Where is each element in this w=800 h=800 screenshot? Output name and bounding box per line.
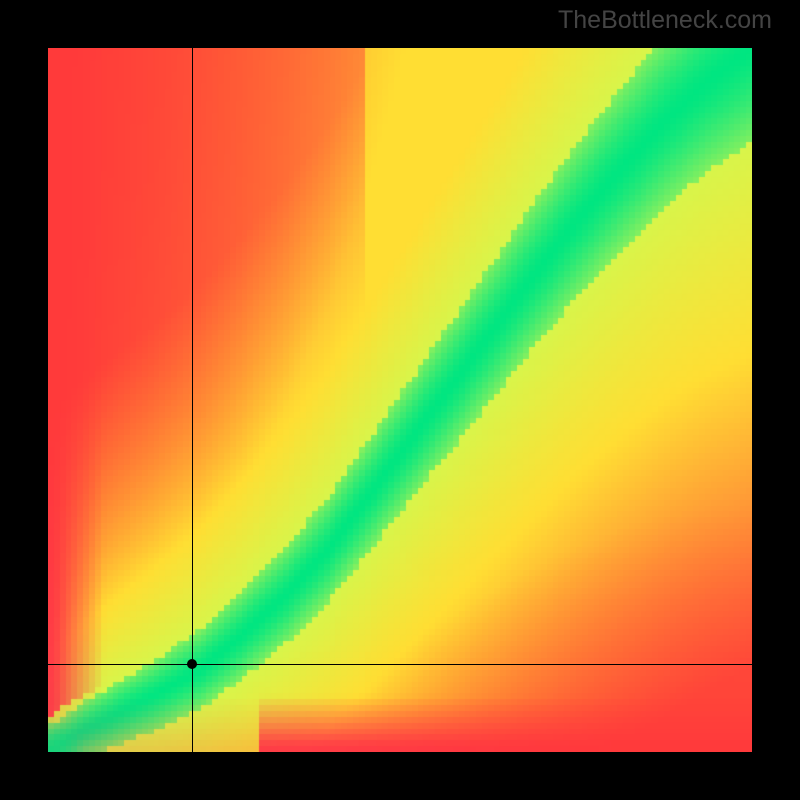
crosshair-horizontal [48, 664, 752, 665]
heatmap-plot [48, 48, 752, 752]
crosshair-point [187, 659, 197, 669]
crosshair-vertical [192, 48, 193, 752]
heatmap-canvas [48, 48, 752, 752]
watermark-text: TheBottleneck.com [558, 6, 772, 35]
